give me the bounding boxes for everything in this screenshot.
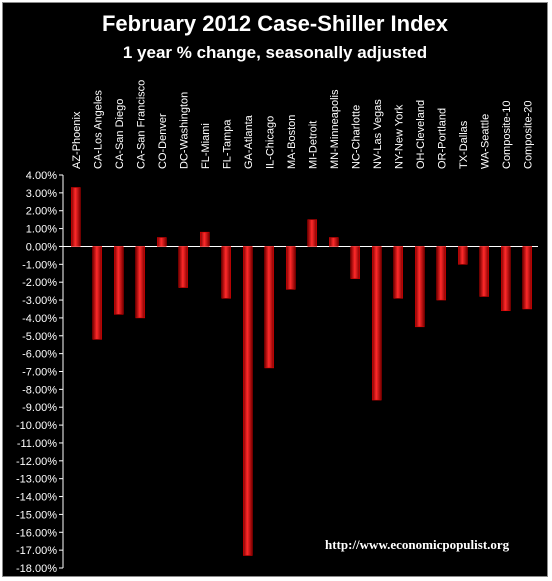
category-label: OR-Portland: [436, 108, 448, 169]
chart-subtitle: 1 year % change, seasonally adjusted: [122, 43, 428, 62]
bar: [200, 231, 210, 247]
bar: [114, 246, 124, 315]
y-tick-label: 1.00%: [26, 224, 57, 236]
y-tick-label: -6.00%: [22, 349, 57, 361]
bar: [501, 246, 511, 312]
category-label: IL-Chicago: [264, 116, 276, 169]
category-label: Composite-10: [501, 101, 513, 169]
chart-frame: February 2012 Case-Shiller Index 1 year …: [2, 2, 548, 577]
y-tick-label: -11.00%: [17, 438, 57, 450]
y-tick-label: 3.00%: [26, 188, 57, 200]
category-label: FL-Tampa: [221, 119, 233, 169]
bar: [221, 246, 231, 299]
y-tick-label: -3.00%: [22, 295, 57, 307]
bar: [92, 246, 102, 340]
category-label: MI-Detroit: [307, 121, 319, 169]
y-tick-label: 0.00%: [26, 241, 57, 253]
category-label: CA-San Francisco: [135, 80, 147, 169]
bar: [178, 246, 188, 288]
category-label: CO-Denver: [157, 113, 169, 169]
bar: [135, 246, 145, 319]
bars: [71, 187, 532, 556]
y-tick-label: -16.00%: [16, 527, 57, 539]
bar: [479, 246, 489, 297]
category-label: CA-Los Angeles: [92, 90, 104, 169]
bar: [458, 246, 468, 265]
bar: [286, 246, 296, 290]
category-label: NY-New York: [393, 104, 405, 169]
y-tick-label: -1.00%: [22, 259, 57, 271]
y-tick-label: -13.00%: [16, 474, 57, 486]
category-label: OH-Cleveland: [415, 100, 427, 169]
y-tick-label: -15.00%: [16, 509, 57, 521]
y-tick-label: -4.00%: [22, 313, 57, 325]
bar: [157, 237, 167, 247]
y-tick-label: 4.00%: [26, 170, 57, 182]
y-tick-label: -7.00%: [22, 367, 57, 379]
y-tick-label: -5.00%: [22, 331, 57, 343]
bar: [329, 237, 339, 247]
y-axis: 4.00% 3.00% 2.00% 1.00% 0.00% -1.00% -2.00% -3.…: [16, 170, 538, 575]
source-watermark: http://www.economicpopulist.org: [325, 537, 510, 552]
category-label: NV-Las Vegas: [372, 99, 384, 169]
category-label: NC-Charlotte: [350, 105, 362, 169]
bar: [243, 246, 253, 556]
bar: [372, 246, 382, 401]
y-tick-label: -12.00%: [16, 456, 57, 468]
y-tick-label: -18.00%: [16, 563, 57, 575]
category-labels: AZ-Phoenix CA-Los Angeles CA-San Diego CA-S…: [71, 80, 535, 169]
y-tick-label: -10.00%: [16, 420, 57, 432]
bar: [307, 219, 317, 247]
y-tick-label: -14.00%: [16, 492, 57, 504]
bar-chart: 4.00% 3.00% 2.00% 1.00% 0.00% -1.00% -2.00% -3.…: [16, 80, 538, 575]
y-tick-label: -2.00%: [22, 277, 57, 289]
category-label: AZ-Phoenix: [71, 111, 83, 169]
category-label: GA-Atlanta: [243, 114, 255, 169]
category-label: DC-Washington: [178, 92, 190, 169]
bar: [71, 187, 81, 247]
bar: [436, 246, 446, 301]
y-tick-label: -17.00%: [16, 545, 57, 557]
bar: [264, 246, 274, 369]
category-label: FL-Miami: [200, 123, 212, 169]
category-label: TX-Dallas: [458, 120, 470, 169]
y-tick-label: -9.00%: [22, 402, 57, 414]
bar: [415, 246, 425, 328]
category-label: MN-Minneapolis: [329, 89, 341, 169]
category-label: WA-Seattle: [479, 114, 491, 169]
bar: [350, 246, 360, 279]
category-label: CA-San Diego: [114, 99, 126, 169]
category-label: Composite-20: [522, 101, 534, 169]
category-label: MA-Boston: [286, 115, 298, 169]
y-tick-label: -8.00%: [22, 384, 57, 396]
bar: [393, 246, 403, 299]
chart-title: February 2012 Case-Shiller Index: [101, 11, 449, 36]
bar: [522, 246, 532, 310]
y-tick-label: 2.00%: [26, 206, 57, 218]
